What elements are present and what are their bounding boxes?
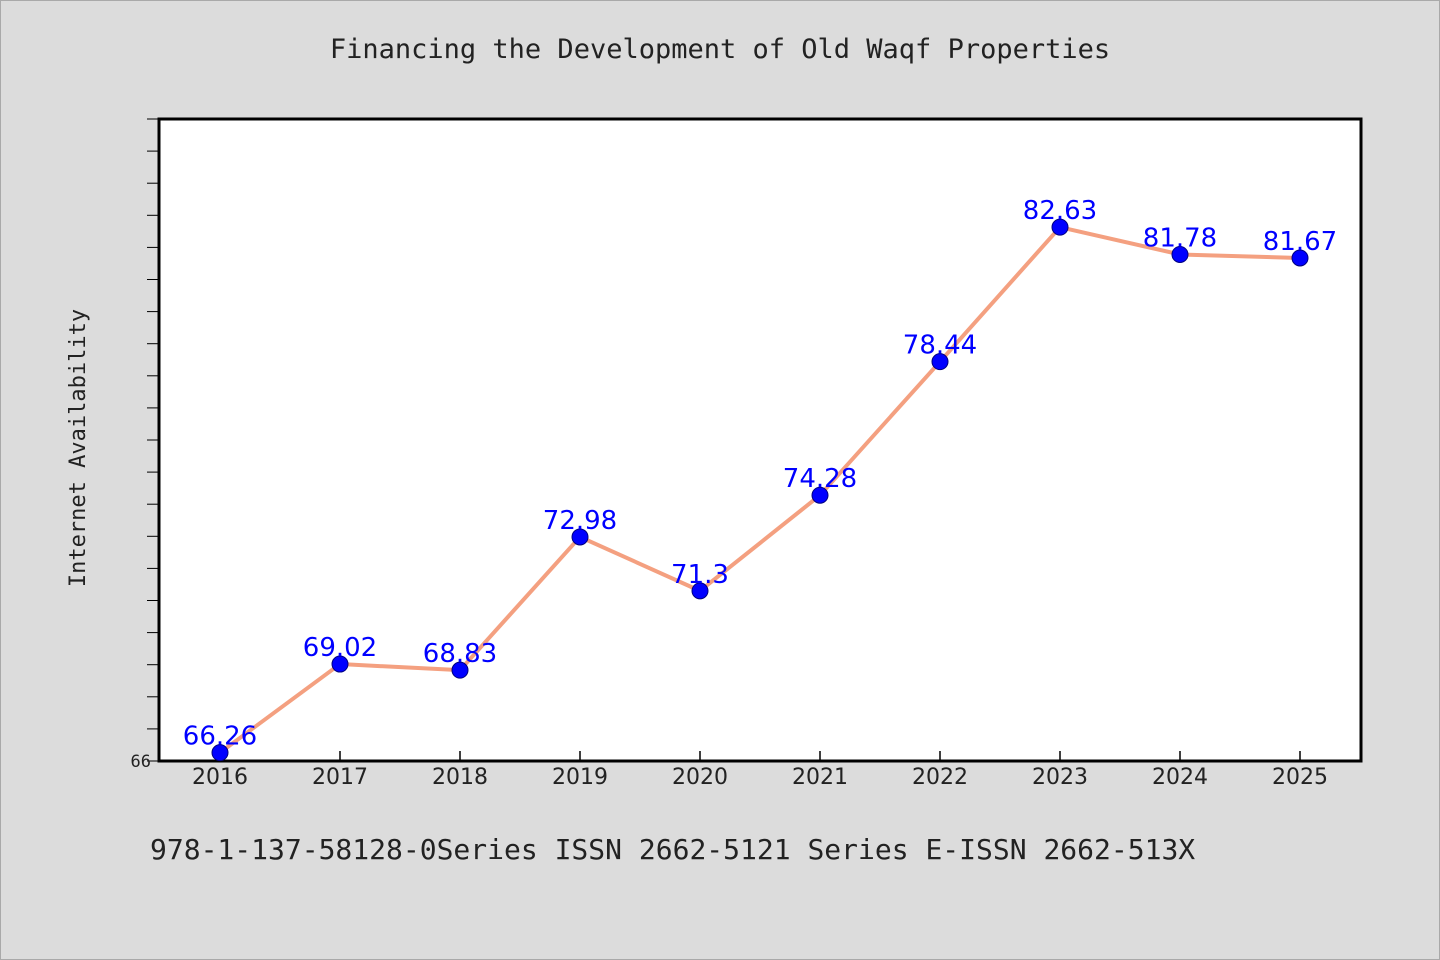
data-label: 72.98 [543, 506, 617, 536]
data-label: 81.78 [1143, 223, 1217, 253]
data-label: 66.26 [183, 722, 257, 752]
data-point [1291, 249, 1309, 267]
data-label: 68.83 [423, 639, 497, 669]
data-label: 82.63 [1023, 196, 1097, 226]
data-point [931, 353, 949, 371]
data-point [811, 486, 829, 504]
data-point [1171, 245, 1189, 263]
data-point [211, 744, 229, 762]
data-label: 71.3 [671, 560, 729, 590]
x-tick-label: 2018 [432, 765, 488, 790]
data-point [1051, 218, 1069, 236]
x-tick-label: 2021 [792, 765, 848, 790]
x-tick-label: 2017 [312, 765, 368, 790]
data-point [331, 655, 349, 673]
data-label: 74.28 [783, 464, 857, 494]
y-axis-label: Internet Availability [66, 309, 91, 587]
data-point [691, 582, 709, 600]
series-line [218, 225, 1301, 755]
x-tick-label: 2023 [1032, 765, 1088, 790]
data-label: 81.67 [1263, 227, 1337, 257]
plot-area [157, 117, 1363, 763]
footer-identifiers: 978-1-137-58128-0Series ISSN 2662-5121 S… [150, 833, 1196, 866]
data-label: 69.02 [303, 633, 377, 663]
data-point [451, 661, 469, 679]
x-tick-label: 2025 [1272, 765, 1328, 790]
y-tick-label: 66 [131, 752, 151, 772]
data-point [571, 528, 589, 546]
x-tick-label: 2024 [1152, 765, 1208, 790]
x-tick-label: 2022 [912, 765, 968, 790]
x-tick-label: 2020 [672, 765, 728, 790]
chart-title: Financing the Development of Old Waqf Pr… [329, 34, 1111, 65]
x-tick-label: 2016 [192, 765, 248, 790]
data-label: 78.44 [903, 331, 977, 361]
x-tick-label: 2019 [552, 765, 608, 790]
